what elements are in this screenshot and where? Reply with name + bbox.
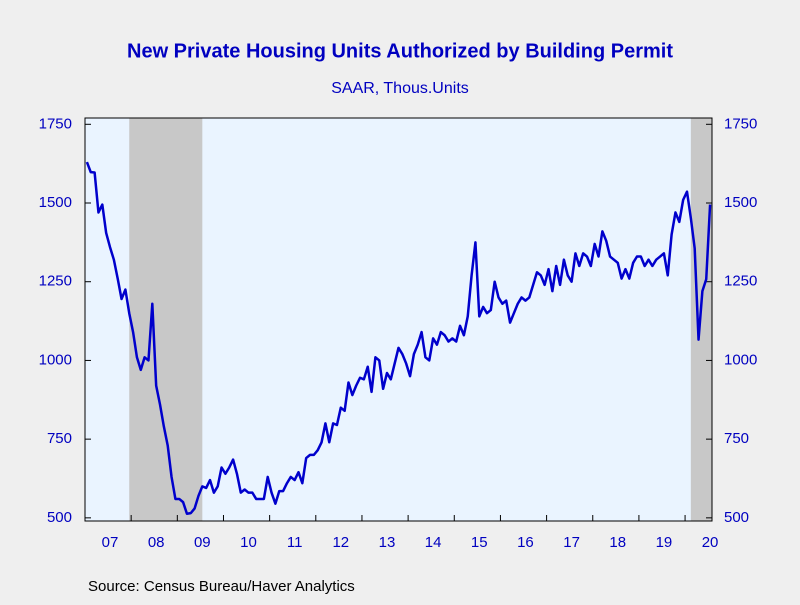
x-tick-label: 07 xyxy=(102,534,119,551)
y-tick-label: 750 xyxy=(47,430,72,447)
x-tick-label: 08 xyxy=(148,534,165,551)
y2-tick-label: 1750 xyxy=(724,115,757,132)
x-tick-label: 16 xyxy=(517,534,534,551)
y2-tick-label: 1500 xyxy=(724,194,757,211)
y-tick-label: 1750 xyxy=(39,115,72,132)
recession-shading xyxy=(690,118,712,521)
x-tick-label: 09 xyxy=(194,534,211,551)
x-tick-label: 18 xyxy=(609,534,626,551)
x-tick-label: 11 xyxy=(287,534,303,551)
y-tick-label: 1500 xyxy=(39,194,72,211)
y2-tick-label: 1000 xyxy=(724,351,757,368)
y2-tick-label: 750 xyxy=(724,430,749,447)
x-tick-label: 13 xyxy=(379,534,396,551)
y2-tick-label: 500 xyxy=(724,509,749,526)
source-note: Source: Census Bureau/Haver Analytics xyxy=(88,578,355,595)
data-line xyxy=(85,161,712,516)
recession-shading xyxy=(129,118,203,521)
x-tick-label: 20 xyxy=(702,534,719,551)
x-tick-label: 19 xyxy=(656,534,673,551)
x-tick-label: 12 xyxy=(332,534,349,551)
plot-border xyxy=(84,117,713,522)
x-tick-label: 10 xyxy=(240,534,257,551)
y-tick-label: 1000 xyxy=(39,351,72,368)
y-tick-label: 500 xyxy=(47,509,72,526)
y2-tick-label: 1250 xyxy=(724,273,757,290)
chart-title: New Private Housing Units Authorized by … xyxy=(127,40,673,62)
x-tick-label: 17 xyxy=(563,534,580,551)
chart-subtitle: SAAR, Thous.Units xyxy=(331,80,469,97)
x-tick-label: 14 xyxy=(425,534,442,551)
x-tick-label: 15 xyxy=(471,534,488,551)
y-tick-label: 1250 xyxy=(39,273,72,290)
